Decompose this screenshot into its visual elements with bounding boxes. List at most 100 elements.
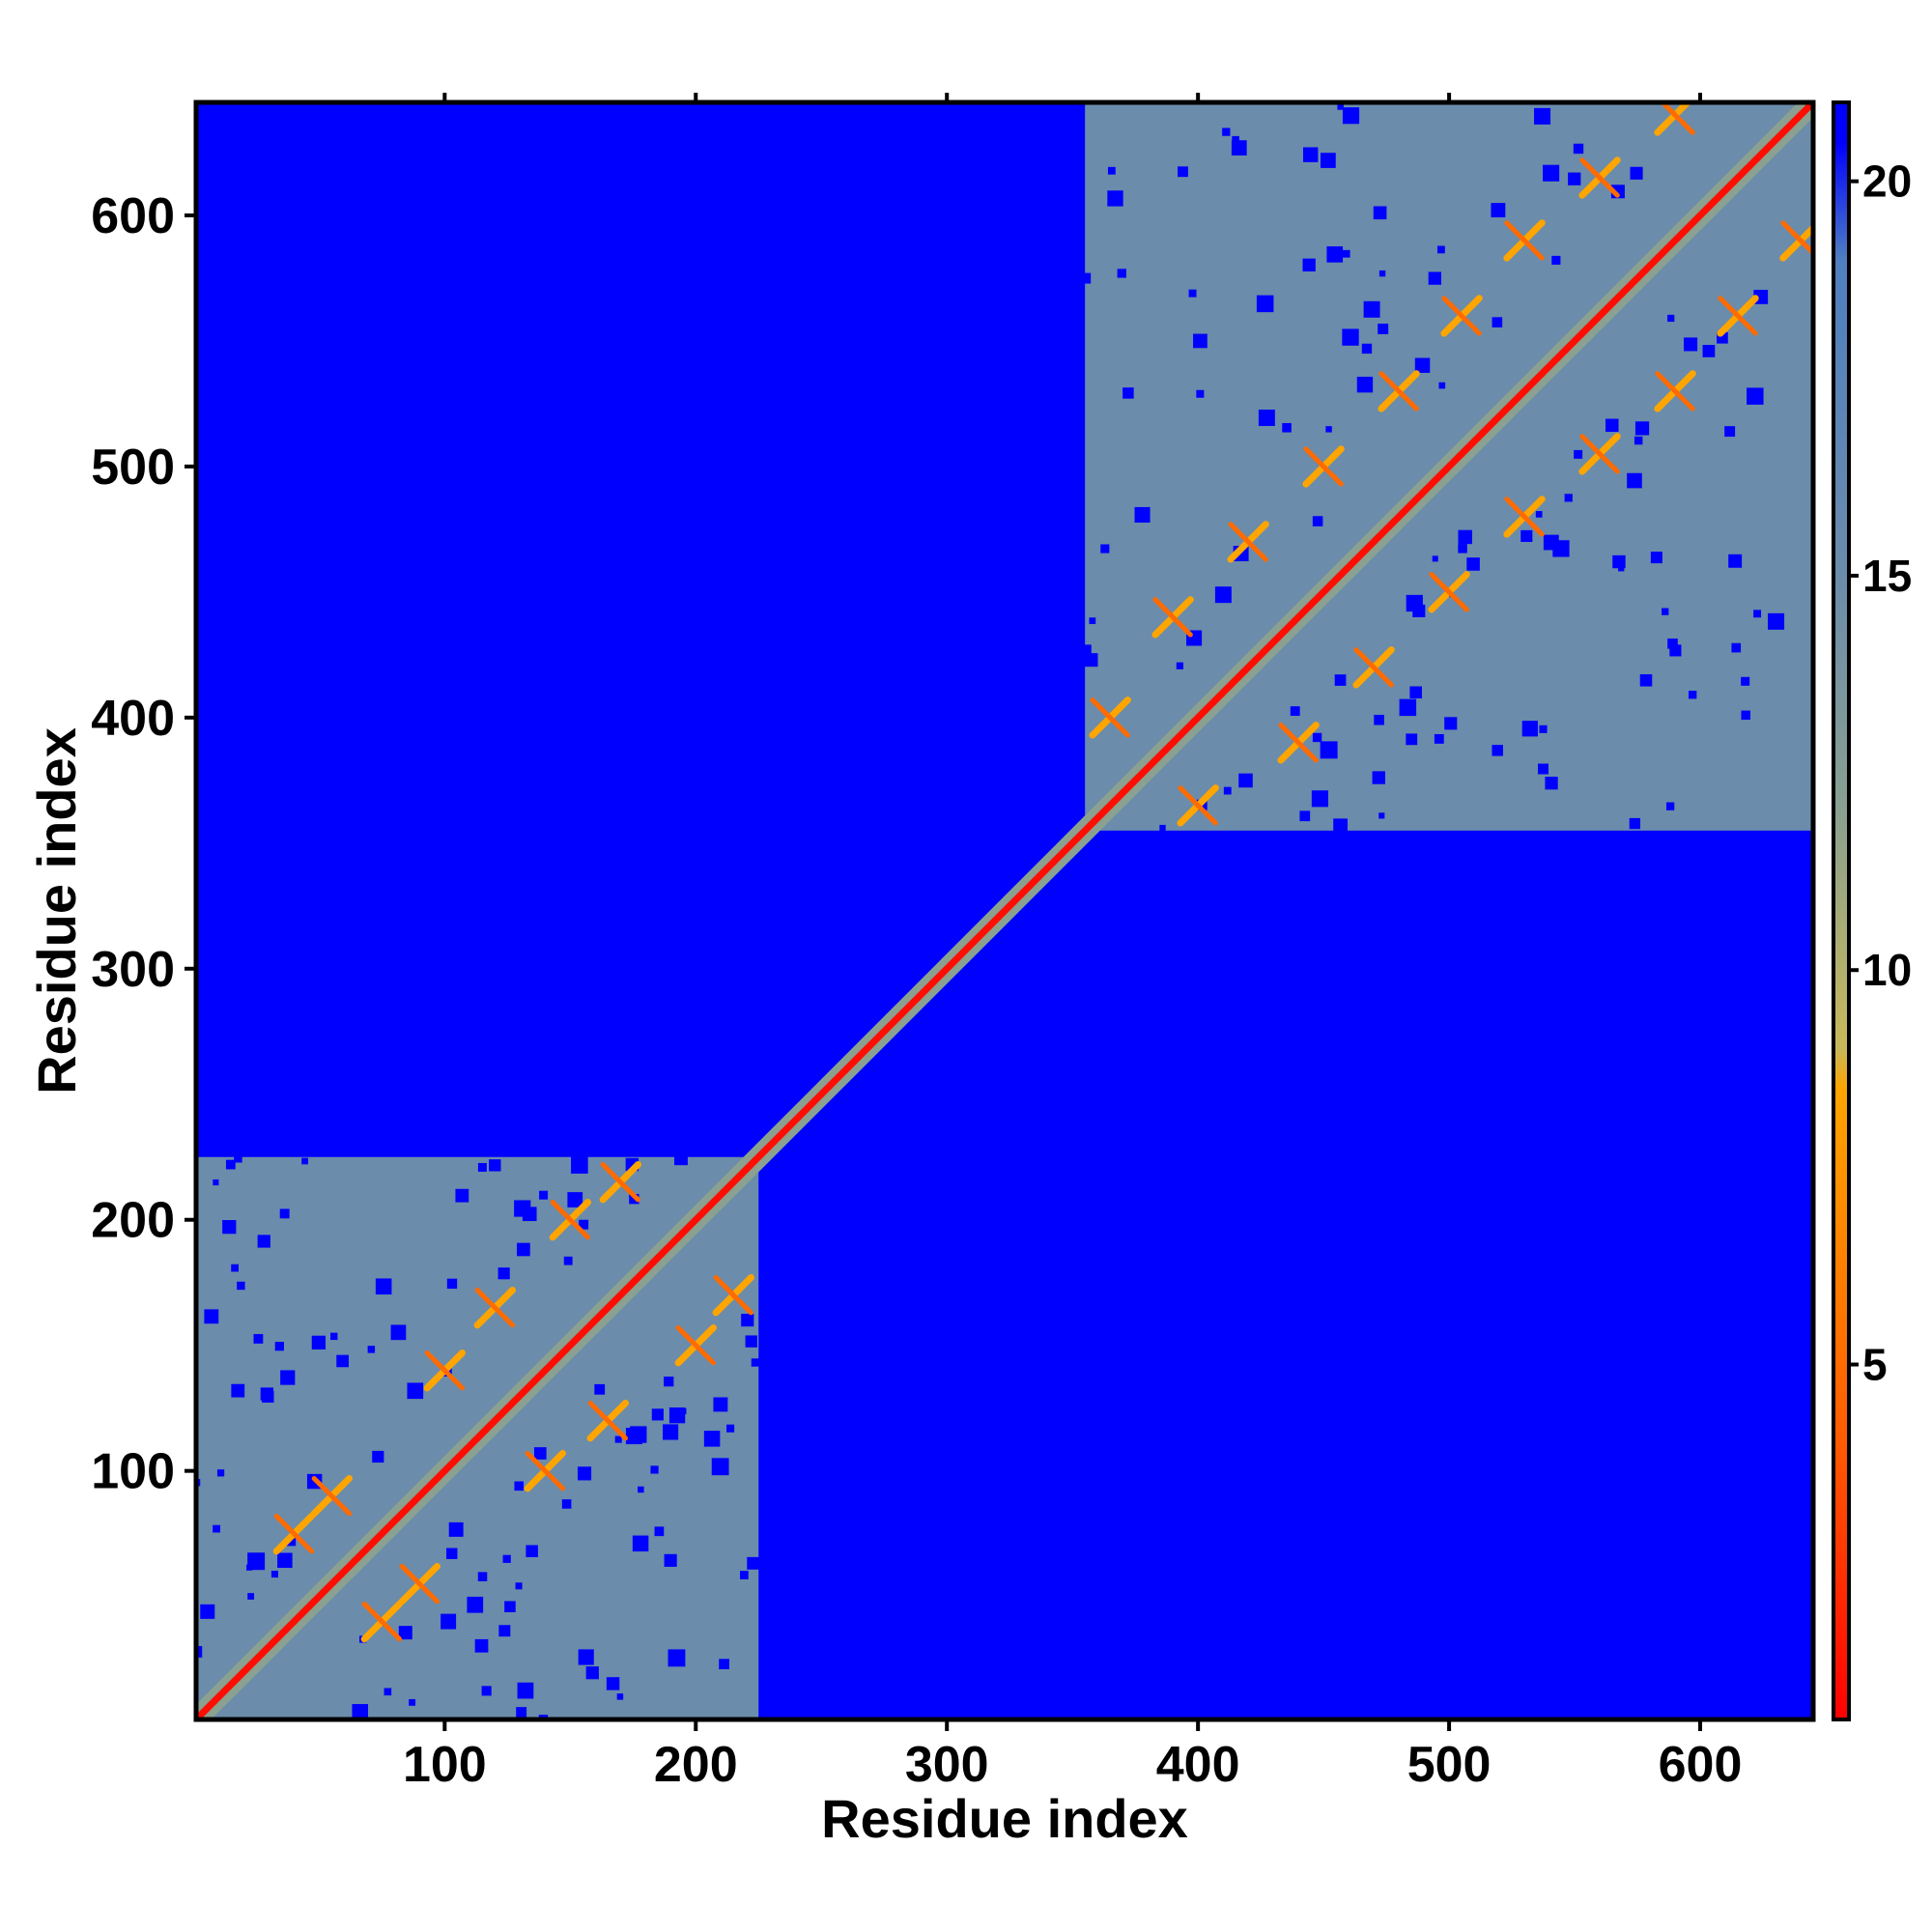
contact-streak <box>1441 296 1482 336</box>
domain-far-cell <box>474 1638 489 1653</box>
domain-far-cell <box>279 1208 290 1219</box>
domain-far-cell <box>1374 714 1384 725</box>
domain-far-cell <box>703 1431 721 1447</box>
y-axis: 100 200 300 400 500 600 <box>91 188 196 1500</box>
domain-far-cell <box>330 1332 338 1341</box>
domain-far-cell <box>1356 376 1374 393</box>
domain-far-cell <box>726 1424 735 1433</box>
y-tick-label: 600 <box>91 188 175 244</box>
contact-streak <box>1718 296 1758 336</box>
domain-far-cell <box>1428 271 1441 285</box>
domain-far-cell <box>280 1370 296 1385</box>
contact-streak <box>675 1324 716 1366</box>
domain-far-cell <box>367 1346 376 1353</box>
contact-streak <box>713 1275 753 1316</box>
contact-streak <box>1429 572 1469 612</box>
domain-far-cell <box>514 1481 525 1492</box>
domain-far-cell <box>1728 554 1743 568</box>
domain-far-cell <box>654 1526 665 1537</box>
domain-far-cell <box>1406 733 1418 746</box>
domain-far-cell <box>561 1499 572 1509</box>
domain-far-cell <box>740 1571 749 1579</box>
domain-far-cell <box>1444 717 1458 730</box>
domain-far-cell <box>1231 140 1247 156</box>
domain-far-cell <box>1724 426 1736 438</box>
domain-far-cell <box>674 1151 688 1166</box>
domain-far-cell <box>1634 421 1650 436</box>
colorbar: 5 10 15 20 <box>1832 100 1912 1721</box>
domain-far-cell <box>1258 410 1275 426</box>
colorbar-tick-label: 5 <box>1862 1340 1888 1390</box>
domain-far-cell <box>257 1235 270 1248</box>
domain-far-cell <box>1768 612 1785 630</box>
domain-far-cell <box>578 1649 594 1665</box>
contact-streak <box>1353 647 1394 688</box>
domain-far-cell <box>1107 166 1116 175</box>
domain-far-cell <box>1178 166 1188 178</box>
contact-streak <box>273 1513 315 1554</box>
domain-far-cell <box>614 1435 622 1443</box>
domain-far-cell <box>663 1424 679 1440</box>
colorbar-tick-label: 10 <box>1862 945 1912 995</box>
domain-far-cell <box>1372 771 1385 784</box>
domain-far-cell <box>567 1192 583 1208</box>
domain-far-cell <box>1688 691 1697 699</box>
domain-far-cell <box>751 1358 760 1367</box>
domain-far-cell <box>526 1545 538 1558</box>
domain-far-cell <box>270 1570 278 1578</box>
domain-far-cell <box>1639 674 1653 687</box>
y-tick-label: 200 <box>91 1193 175 1249</box>
domain-far-cell <box>237 1281 245 1291</box>
x-axis-title: Residue index <box>821 1788 1188 1849</box>
domain-far-cell <box>213 1524 220 1533</box>
domain-far-cell <box>301 1157 308 1165</box>
domain-far-cell <box>1223 786 1232 795</box>
domain-far-cell <box>1361 343 1373 355</box>
domain-far-cell <box>1117 269 1126 278</box>
domain-far-cell <box>467 1596 484 1613</box>
contact-streak <box>525 1450 566 1492</box>
domain-far-cell <box>1342 249 1350 258</box>
domain-far-cell <box>1378 324 1389 334</box>
x-tick-label: 500 <box>1407 1737 1492 1793</box>
domain-far-cell <box>216 1469 225 1477</box>
domain-far-cell <box>1605 418 1619 433</box>
contact-streak <box>1579 434 1620 474</box>
contact-streak <box>1504 497 1545 537</box>
domain-far-cell <box>1100 544 1110 554</box>
x-tick-label: 200 <box>654 1737 738 1793</box>
domain-far-cell <box>1741 676 1750 686</box>
domain-far-cell <box>1741 710 1750 721</box>
domain-far-cell <box>1080 272 1092 284</box>
domain-far-cell <box>1302 258 1316 272</box>
domain-far-cell <box>668 1649 686 1667</box>
domain-far-cell <box>446 1548 458 1559</box>
domain-far-cell <box>200 1604 215 1619</box>
domain-far-cell <box>196 1646 203 1658</box>
domain-far-cell <box>1373 206 1387 220</box>
contact-streak <box>361 1601 403 1642</box>
domain-far-cell <box>517 1682 534 1699</box>
contact-streak <box>1178 785 1218 826</box>
domain-far-cell <box>1574 449 1583 459</box>
domain-far-cell <box>1564 494 1573 502</box>
domain-far-cell <box>1282 422 1292 433</box>
domain-far-cell <box>579 1219 589 1230</box>
domain-far-cell <box>1378 812 1385 819</box>
domain-far-cell <box>1438 382 1446 389</box>
x-tick-label: 100 <box>403 1737 487 1793</box>
domain-far-cell <box>1176 662 1184 669</box>
domain-far-cell <box>1662 608 1669 615</box>
domain-far-cell <box>606 1677 620 1690</box>
domain-far-cell <box>625 1428 642 1445</box>
domain-far-cell <box>1491 203 1506 217</box>
domain-far-cell <box>455 1188 469 1203</box>
domain-far-cell <box>231 1264 240 1272</box>
domain-far-cell <box>1458 544 1467 554</box>
domain-far-cell <box>515 1582 523 1590</box>
contact-streak <box>1152 597 1193 638</box>
domain-far-cell <box>1312 732 1322 743</box>
contact-streak <box>311 1475 353 1517</box>
domain-far-cell <box>1545 777 1558 790</box>
